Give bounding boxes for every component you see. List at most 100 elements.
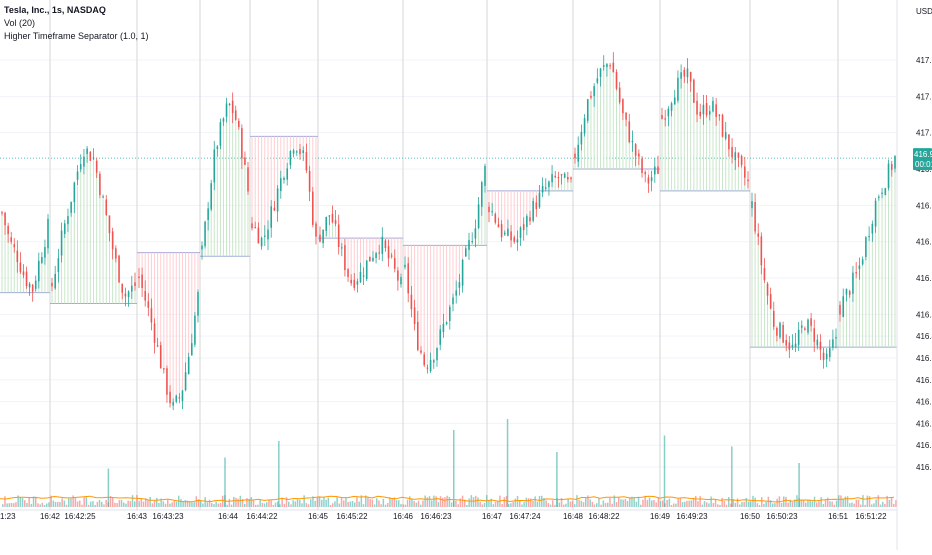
volume-bar — [288, 501, 290, 507]
candle-body — [51, 282, 53, 287]
candle-body — [445, 322, 448, 325]
volume-bar — [549, 504, 552, 507]
volume-bar — [208, 499, 211, 507]
candle-body — [452, 297, 454, 305]
volume-bar — [224, 457, 226, 507]
volume-bar — [701, 504, 704, 507]
volume-bar — [162, 501, 165, 507]
candle-body — [159, 345, 162, 369]
candle-body — [410, 294, 413, 310]
volume-bar — [860, 504, 862, 507]
volume-bar — [835, 500, 838, 507]
volume-bar — [466, 504, 468, 507]
volume-bar — [371, 499, 374, 507]
volume-bar — [624, 499, 627, 507]
volume-bar — [591, 501, 594, 507]
candle-body — [825, 353, 828, 360]
volume-bar — [798, 463, 800, 507]
volume-bar — [644, 495, 646, 507]
candle-body — [548, 181, 550, 188]
volume-bar — [433, 495, 435, 507]
volume-bar — [285, 497, 288, 507]
volume-bar — [50, 495, 52, 507]
volume-bar — [492, 504, 495, 507]
candle-body — [804, 328, 806, 330]
volume-bar — [721, 497, 723, 507]
candle-body — [73, 182, 76, 203]
candle-body — [144, 291, 147, 301]
volume-bar — [136, 495, 138, 507]
candle-body — [134, 282, 136, 287]
volume-bar — [888, 499, 891, 507]
candle-body — [580, 131, 583, 145]
volume-bar — [780, 502, 783, 507]
candle-body — [439, 329, 441, 345]
volume-bar — [30, 503, 33, 507]
volume-bar — [202, 503, 204, 507]
candle-body — [210, 183, 212, 210]
volume-bar — [477, 497, 479, 507]
volume-bar — [662, 500, 664, 507]
candle-body — [641, 158, 643, 173]
candle-body — [618, 87, 621, 103]
volume-bar — [811, 501, 814, 507]
time-axis-label: 16:43:23 — [152, 512, 184, 521]
volume-bar — [534, 496, 536, 507]
volume-bar — [596, 503, 598, 507]
candle-body — [538, 192, 541, 208]
candle-body — [54, 273, 56, 289]
volume-bar — [393, 497, 396, 507]
candle-body — [832, 339, 834, 348]
volume-bar — [303, 495, 305, 507]
separator-indicator-label[interactable]: Higher Timeframe Separator (1.0, 1) — [4, 31, 149, 41]
volume-bar — [663, 435, 666, 507]
candle-body — [404, 264, 406, 268]
candle-body — [216, 146, 219, 149]
candle-body — [22, 271, 25, 276]
volume-bar — [186, 500, 189, 507]
volume-indicator-label[interactable]: Vol (20) — [4, 18, 36, 28]
volume-bar — [19, 497, 22, 507]
volume-bar — [708, 503, 710, 507]
volume-bar — [607, 502, 609, 507]
candle-body — [754, 202, 756, 232]
volume-bar — [318, 496, 321, 507]
candle-body — [744, 166, 746, 178]
candle-body — [204, 221, 206, 247]
symbol-title[interactable]: Tesla, Inc., 1s, NASDAQ — [4, 5, 106, 15]
volume-bar — [769, 500, 772, 507]
volume-bar — [622, 499, 624, 507]
volume-bar — [384, 504, 387, 507]
volume-bar — [15, 502, 17, 507]
candle-body — [7, 225, 9, 235]
volume-bar — [26, 503, 28, 507]
volume-bar — [431, 500, 433, 507]
candle-body — [835, 336, 837, 339]
candle-body — [63, 223, 66, 235]
candle-body — [570, 177, 572, 180]
volume-bar — [767, 496, 770, 507]
candle-body — [213, 149, 216, 183]
volume-bar — [46, 503, 48, 507]
volume-bar — [752, 495, 754, 507]
volume-bar — [343, 500, 345, 507]
candle-body — [76, 171, 79, 180]
volume-bar — [503, 497, 506, 507]
volume-bar — [840, 495, 842, 507]
volume-bar — [107, 468, 110, 507]
volume-bar — [87, 504, 90, 507]
volume-bar — [818, 501, 820, 507]
volume-bar — [816, 502, 818, 507]
volume-bar — [294, 501, 297, 507]
volume-bar — [442, 497, 444, 507]
volume-bar — [552, 500, 554, 507]
volume-bar — [635, 501, 638, 507]
volume-bar — [246, 498, 248, 507]
candle-body — [108, 215, 111, 234]
volume-bar — [103, 504, 105, 507]
volume-bar — [580, 500, 583, 507]
candle-body — [894, 156, 896, 169]
candle-body — [34, 280, 37, 289]
